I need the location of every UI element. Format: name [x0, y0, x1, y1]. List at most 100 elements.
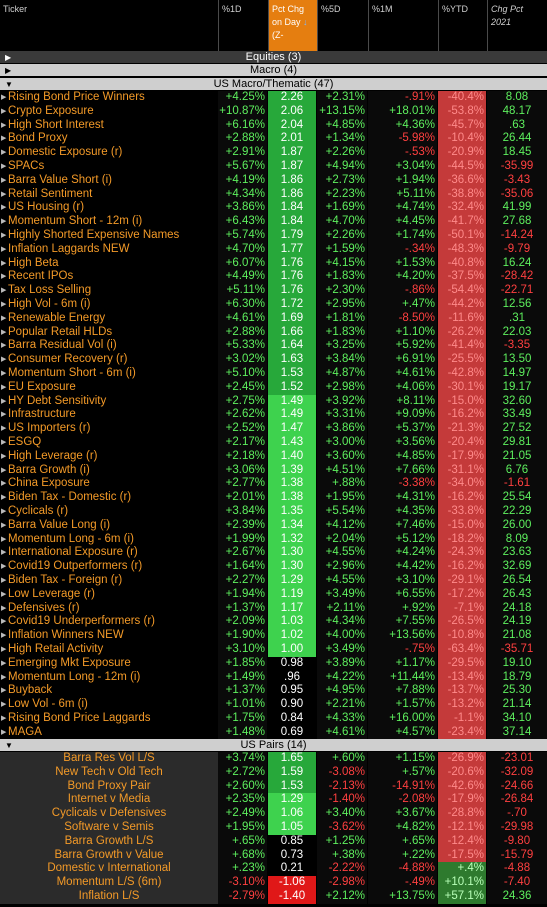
thematic-row[interactable]: ▶ Cyclicals (r) +3.84% 1.35 +5.54% +4.35% -33.…: [0, 505, 547, 519]
pair-row[interactable]: Inflation L/S -2.79% -1.40 +2.12% +13.75% +57…: [0, 890, 547, 904]
header-ticker[interactable]: Ticker: [0, 0, 218, 51]
row-name-cell[interactable]: ▶ Cyclicals (r): [0, 505, 218, 519]
expand-arrow-icon[interactable]: ▶: [1, 701, 7, 709]
expand-arrow-icon[interactable]: ▶: [1, 632, 7, 640]
expand-arrow-icon[interactable]: ▶: [1, 163, 7, 170]
row-name-cell[interactable]: ▶ Rising Bond Price Winners: [0, 91, 218, 105]
thematic-row[interactable]: ▶ Domestic Exposure (r) +2.91% 1.87 +2.26% -.…: [0, 146, 547, 160]
thematic-row[interactable]: ▶ ESGQ +2.17% 1.43 +3.00% +3.56% -20.4% 29.81: [0, 436, 547, 450]
row-name-cell[interactable]: ▶ Recent IPOs: [0, 270, 218, 285]
pair-row[interactable]: Internet v Media +2.35% 1.29 -1.40% -2.08% -1…: [0, 793, 547, 808]
section-us-pairs[interactable]: ▼ US Pairs (14): [0, 739, 547, 752]
row-name-cell[interactable]: ▶ Covid19 Underperformers (r): [0, 615, 218, 630]
expand-arrow-icon[interactable]: ▶: [1, 287, 7, 295]
expand-arrow-icon[interactable]: ▶: [1, 314, 7, 322]
thematic-row[interactable]: ▶ Barra Value Long (i) +2.39% 1.34 +4.12% +7.…: [0, 518, 547, 533]
section-macro[interactable]: ▶ Macro (4): [0, 64, 547, 77]
expand-arrow-icon[interactable]: ▶: [1, 618, 7, 626]
expand-arrow-icon[interactable]: ▶: [1, 149, 7, 157]
row-name-cell[interactable]: ▶ Momentum Short - 12m (i): [0, 215, 218, 229]
expand-arrow-icon[interactable]: ▶: [1, 659, 7, 667]
thematic-row[interactable]: ▶ US Importers (r) +2.52% 1.47 +3.86% +5.37% -…: [0, 422, 547, 436]
expand-arrow-icon[interactable]: ▶: [1, 687, 7, 695]
row-name-cell[interactable]: ▶ High Beta: [0, 256, 218, 271]
row-name-cell[interactable]: Cyclicals v Defensives: [0, 807, 218, 821]
row-name-cell[interactable]: New Tech v Old Tech: [0, 765, 218, 780]
section-us-macro[interactable]: ▼ US Macro/Thematic (47): [0, 78, 547, 91]
expand-arrow-icon[interactable]: ▶: [1, 411, 7, 419]
thematic-row[interactable]: ▶ Recent IPOs +4.49% 1.76 +1.83% +4.20% -37.5%…: [0, 270, 547, 285]
expand-arrow-icon[interactable]: ▶: [1, 535, 7, 543]
header-pct-chg[interactable]: Pct Chg on Day ↓ (Z-: [268, 0, 317, 51]
row-name-cell[interactable]: ▶ Biden Tax - Foreign (r): [0, 574, 218, 588]
row-name-cell[interactable]: ▶ Barra Residual Vol (i): [0, 339, 218, 354]
row-name-cell[interactable]: ▶ International Exposure (r): [0, 546, 218, 561]
expand-arrow-icon[interactable]: ▶: [1, 356, 7, 364]
row-name-cell[interactable]: ▶ High Leverage (r): [0, 449, 218, 464]
row-name-cell[interactable]: ▶ Consumer Recovery (r): [0, 353, 218, 367]
row-name-cell[interactable]: ▶ Popular Retail HLDs: [0, 325, 218, 340]
thematic-row[interactable]: ▶ Inflation Winners NEW +1.90% 1.02 +4.00% +1…: [0, 629, 547, 643]
expand-arrow-icon[interactable]: ▶: [1, 397, 7, 405]
thematic-row[interactable]: ▶ Low Vol - 6m (i) +1.01% 0.90 +2.21% +1.57% -…: [0, 698, 547, 712]
row-name-cell[interactable]: ▶ US Housing (r): [0, 201, 218, 216]
thematic-row[interactable]: ▶ Low Leverage (r) +1.94% 1.19 +3.49% +6.55% -…: [0, 587, 547, 602]
thematic-row[interactable]: ▶ Covid19 Outperformers (r) +1.64% 1.30 +2.9…: [0, 560, 547, 574]
row-name-cell[interactable]: ▶ EU Exposure: [0, 380, 218, 395]
header-ytd[interactable]: %YTD: [438, 0, 487, 51]
expand-arrow-icon[interactable]: ▶: [1, 190, 7, 198]
thematic-row[interactable]: ▶ Barra Residual Vol (i) +5.33% 1.64 +3.25% +…: [0, 339, 547, 354]
thematic-row[interactable]: ▶ Barra Value Short (i) +4.19% 1.86 +2.73% +1…: [0, 173, 547, 188]
thematic-row[interactable]: ▶ China Exposure +2.77% 1.38 +.88% -3.38% -34.…: [0, 477, 547, 492]
row-name-cell[interactable]: ▶ Momentum Long - 6m (i): [0, 532, 218, 547]
expand-arrow-icon[interactable]: ▶: [1, 577, 7, 584]
expand-arrow-icon[interactable]: ▶: [1, 218, 7, 226]
section-equities[interactable]: ▶ Equities (3): [0, 51, 547, 64]
thematic-row[interactable]: ▶ Inflation Laggards NEW +4.70% 1.77 +1.59% -…: [0, 242, 547, 257]
expand-arrow-icon[interactable]: ▶: [1, 328, 7, 336]
expand-arrow-icon[interactable]: ▶: [1, 204, 7, 212]
thematic-row[interactable]: ▶ Barra Growth (i) +3.06% 1.39 +4.51% +7.66% -…: [0, 463, 547, 478]
thematic-row[interactable]: ▶ Retail Sentiment +4.34% 1.86 +2.23% +5.11% -…: [0, 187, 547, 202]
thematic-row[interactable]: ▶ High Retail Activity +3.10% 1.00 +3.49% -.7…: [0, 643, 547, 657]
row-name-cell[interactable]: ▶ Highly Shorted Expensive Names: [0, 229, 218, 243]
expand-arrow-icon[interactable]: ▶: [1, 121, 7, 129]
expand-arrow-icon[interactable]: ▶: [1, 508, 7, 515]
row-name-cell[interactable]: ▶ Domestic Exposure (r): [0, 146, 218, 160]
thematic-row[interactable]: ▶ Defensives (r) +1.37% 1.17 +2.11% +.92% -7.1…: [0, 601, 547, 616]
thematic-row[interactable]: ▶ International Exposure (r) +2.67% 1.30 +4.…: [0, 546, 547, 561]
expand-arrow-icon[interactable]: ▶: [1, 135, 7, 143]
thematic-row[interactable]: ▶ US Housing (r) +3.86% 1.84 +1.69% +4.74% -32…: [0, 201, 547, 216]
thematic-row[interactable]: ▶ Biden Tax - Domestic (r) +2.01% 1.38 +1.95…: [0, 491, 547, 505]
expand-arrow-icon[interactable]: ▶: [1, 604, 7, 612]
thematic-row[interactable]: ▶ Consumer Recovery (r) +3.02% 1.63 +3.84% +6…: [0, 353, 547, 367]
thematic-row[interactable]: ▶ Popular Retail HLDs +2.88% 1.66 +1.83% +1.1…: [0, 325, 547, 340]
row-name-cell[interactable]: Domestic v International: [0, 862, 218, 877]
expand-arrow-icon[interactable]: ▶: [1, 673, 7, 681]
expand-arrow-icon[interactable]: ▶: [1, 715, 7, 722]
expand-arrow-icon[interactable]: ▶: [1, 176, 7, 184]
row-name-cell[interactable]: ▶ Momentum Short - 6m (i): [0, 367, 218, 381]
row-name-cell[interactable]: ▶ Defensives (r): [0, 601, 218, 616]
expand-arrow-icon[interactable]: ▶: [1, 245, 7, 253]
pair-row[interactable]: Domestic v International +.23% 0.21 -2.22% -…: [0, 862, 547, 877]
thematic-row[interactable]: ▶ Crypto Exposure +10.87% 2.06 +13.15% +18.01…: [0, 104, 547, 119]
thematic-row[interactable]: ▶ Renewable Energy +4.61% 1.69 +1.81% -8.50% -…: [0, 311, 547, 326]
row-name-cell[interactable]: ▶ China Exposure: [0, 477, 218, 492]
thematic-row[interactable]: ▶ Highly Shorted Expensive Names +5.74% 1.7…: [0, 229, 547, 243]
thematic-row[interactable]: ▶ Rising Bond Price Winners +4.25% 2.26 +2.3…: [0, 91, 547, 105]
pair-row[interactable]: Cyclicals v Defensives +2.49% 1.06 +3.40% +3…: [0, 807, 547, 821]
row-name-cell[interactable]: ▶ Momentum Long - 12m (i): [0, 670, 218, 685]
row-name-cell[interactable]: Momentum L/S (6m): [0, 876, 218, 890]
thematic-row[interactable]: ▶ High Short Interest +6.16% 2.04 +4.85% +4.3…: [0, 118, 547, 133]
row-name-cell[interactable]: ▶ Barra Value Short (i): [0, 173, 218, 188]
thematic-row[interactable]: ▶ Buyback +1.37% 0.95 +4.95% +7.88% -13.7% 25.3…: [0, 684, 547, 699]
expand-arrow-icon[interactable]: ▶: [1, 452, 7, 460]
pair-row[interactable]: Software v Semis +1.95% 1.05 -3.62% +4.82% -1…: [0, 821, 547, 835]
row-name-cell[interactable]: ▶ ESGQ: [0, 436, 218, 450]
row-name-cell[interactable]: ▶ Low Leverage (r): [0, 587, 218, 602]
thematic-row[interactable]: ▶ Biden Tax - Foreign (r) +2.27% 1.29 +4.55%…: [0, 574, 547, 588]
thematic-row[interactable]: ▶ Rising Bond Price Laggards +1.75% 0.84 +4.…: [0, 712, 547, 726]
row-name-cell[interactable]: ▶ Renewable Energy: [0, 311, 218, 326]
thematic-row[interactable]: ▶ EU Exposure +2.45% 1.52 +2.98% +4.06% -30.1%…: [0, 380, 547, 395]
